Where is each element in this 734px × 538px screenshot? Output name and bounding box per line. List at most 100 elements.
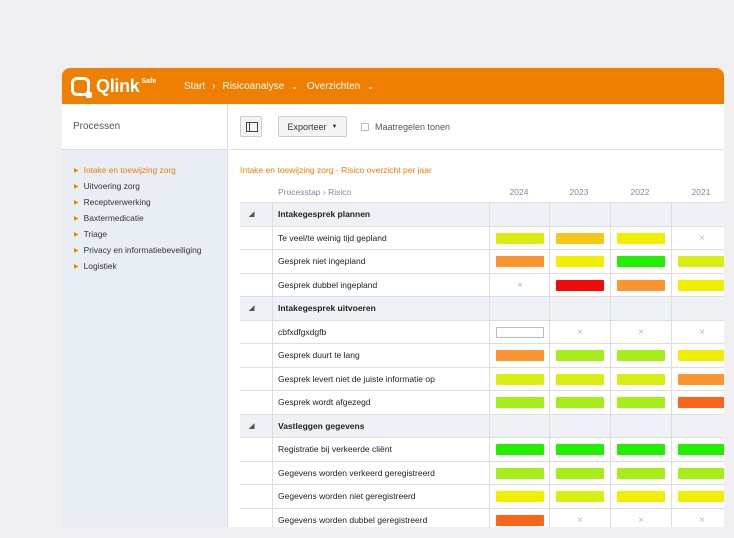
grid-line xyxy=(489,438,490,461)
export-label: Exporteer xyxy=(287,121,327,132)
risk-cell[interactable] xyxy=(496,444,544,455)
sidebar-item[interactable]: ▶ Intake en toewijzing zorg xyxy=(62,162,227,178)
grid-line xyxy=(272,297,273,320)
risk-cell[interactable] xyxy=(496,256,544,267)
grid-line xyxy=(489,203,490,226)
risk-cell[interactable] xyxy=(556,491,604,502)
not-applicable-icon[interactable]: × xyxy=(638,514,644,526)
sidebar-item[interactable]: ▶ Triage xyxy=(62,226,227,242)
grid-line xyxy=(671,438,672,461)
risk-cell[interactable] xyxy=(617,444,665,455)
risk-cell[interactable] xyxy=(617,232,665,244)
risk-label: cbfxdfgxdgfb xyxy=(278,326,327,337)
risk-row: Gegevens worden dubbel geregistreerd × × × xyxy=(240,507,724,527)
not-applicable-icon[interactable]: × xyxy=(699,232,705,244)
grid-line xyxy=(671,297,672,320)
risk-cell[interactable] xyxy=(617,397,665,408)
risk-cell[interactable] xyxy=(556,373,604,385)
grid-line xyxy=(549,273,550,296)
risk-cell[interactable] xyxy=(556,397,604,408)
sidebar-item[interactable]: ▶ Privacy en informatiebeveiliging xyxy=(62,242,227,258)
qlink-logo[interactable]: Qlink Safe xyxy=(71,75,156,98)
nav-risicoanalyse[interactable]: Risicoanalyse xyxy=(222,80,285,92)
grid-line xyxy=(610,320,611,343)
grid-line xyxy=(549,485,550,508)
chevron-down-icon[interactable]: ⌄ xyxy=(291,81,298,91)
measures-checkbox[interactable]: Maatregelen tonen xyxy=(361,122,450,132)
risk-cell[interactable] xyxy=(496,397,544,408)
risk-cell[interactable] xyxy=(617,491,665,502)
risk-cell[interactable] xyxy=(556,444,604,455)
risk-cell[interactable] xyxy=(617,350,665,361)
not-applicable-icon[interactable]: × xyxy=(517,279,523,291)
risk-cell[interactable] xyxy=(678,491,724,502)
grid-line xyxy=(489,414,490,437)
risk-cell[interactable] xyxy=(678,373,724,385)
risk-row: Te veel/te weinig tijd gepland × xyxy=(240,225,724,249)
sidebar-item-label: Uitvoering zorg xyxy=(83,181,140,191)
risk-cell[interactable] xyxy=(556,279,604,291)
collapse-icon[interactable]: ◢ xyxy=(249,422,255,430)
grid-line xyxy=(549,344,550,367)
collapse-icon[interactable]: ◢ xyxy=(249,211,255,218)
year-header: 2024 xyxy=(509,187,529,197)
risk-cell[interactable] xyxy=(496,491,544,502)
export-button[interactable]: Exporteer ▼ xyxy=(278,116,347,137)
risk-cell[interactable] xyxy=(678,397,724,408)
toggle-panel-button[interactable] xyxy=(240,116,262,137)
risk-cell[interactable] xyxy=(556,256,604,267)
risk-cell[interactable] xyxy=(678,279,724,291)
risk-row: Gesprek dubbel ingepland × xyxy=(240,272,724,296)
risk-cell[interactable] xyxy=(678,256,724,267)
checkbox-icon[interactable] xyxy=(361,123,369,131)
risk-cell-empty[interactable] xyxy=(496,326,544,338)
risk-cell[interactable] xyxy=(496,373,544,385)
collapse-icon[interactable]: ◢ xyxy=(249,305,255,312)
grid-line xyxy=(549,391,550,414)
logo-text: Qlink xyxy=(96,75,140,96)
grid-line xyxy=(549,226,550,249)
grid-line xyxy=(272,391,273,414)
not-applicable-icon[interactable]: × xyxy=(699,326,705,338)
risk-cell[interactable] xyxy=(496,350,544,361)
risk-cell[interactable] xyxy=(496,232,544,244)
risk-cell[interactable] xyxy=(617,373,665,385)
chevron-down-icon[interactable]: ⌄ xyxy=(367,81,374,91)
grid-line xyxy=(489,250,490,273)
not-applicable-icon[interactable]: × xyxy=(638,326,644,338)
grid-line xyxy=(671,250,672,273)
sidebar-item-label: Baxtermedicatie xyxy=(83,213,144,223)
risk-label: Gegevens worden verkeerd geregistreerd xyxy=(278,467,435,478)
risk-cell[interactable] xyxy=(496,467,544,479)
sidebar-item[interactable]: ▶ Uitvoering zorg xyxy=(62,178,227,194)
sidebar-item[interactable]: ▶ Baxtermedicatie xyxy=(62,210,227,226)
not-applicable-icon[interactable]: × xyxy=(699,514,705,526)
sidebar-item[interactable]: ▶ Receptverwerking xyxy=(62,194,227,210)
nav-overzichten[interactable]: Overzichten xyxy=(306,80,361,92)
risk-cell[interactable] xyxy=(496,514,544,526)
risk-cell[interactable] xyxy=(678,467,724,479)
sidebar-item[interactable]: ▶ Logistiek xyxy=(62,258,227,274)
triangle-right-icon: ▶ xyxy=(74,183,79,190)
not-applicable-icon[interactable]: × xyxy=(577,514,583,526)
grid-line xyxy=(549,438,550,461)
risk-cell[interactable] xyxy=(678,350,724,361)
risk-cell[interactable] xyxy=(556,350,604,361)
risk-label: Gesprek dubbel ingepland xyxy=(278,279,378,290)
nav-start[interactable]: Start xyxy=(184,80,206,92)
risk-row: Gesprek niet ingepland xyxy=(240,249,724,273)
risk-cell[interactable] xyxy=(678,444,724,455)
grid-line xyxy=(489,297,490,320)
chevron-right-icon: › xyxy=(212,80,216,92)
risk-cell[interactable] xyxy=(556,232,604,244)
risk-cell[interactable] xyxy=(617,467,665,479)
risk-cell[interactable] xyxy=(556,467,604,479)
not-applicable-icon[interactable]: × xyxy=(577,326,583,338)
grid-line xyxy=(610,508,611,527)
grid-line xyxy=(549,203,550,226)
grid-line xyxy=(610,367,611,390)
risk-cell[interactable] xyxy=(617,279,665,291)
grid-line xyxy=(272,226,273,249)
grid-line xyxy=(610,297,611,320)
risk-cell[interactable] xyxy=(617,256,665,267)
